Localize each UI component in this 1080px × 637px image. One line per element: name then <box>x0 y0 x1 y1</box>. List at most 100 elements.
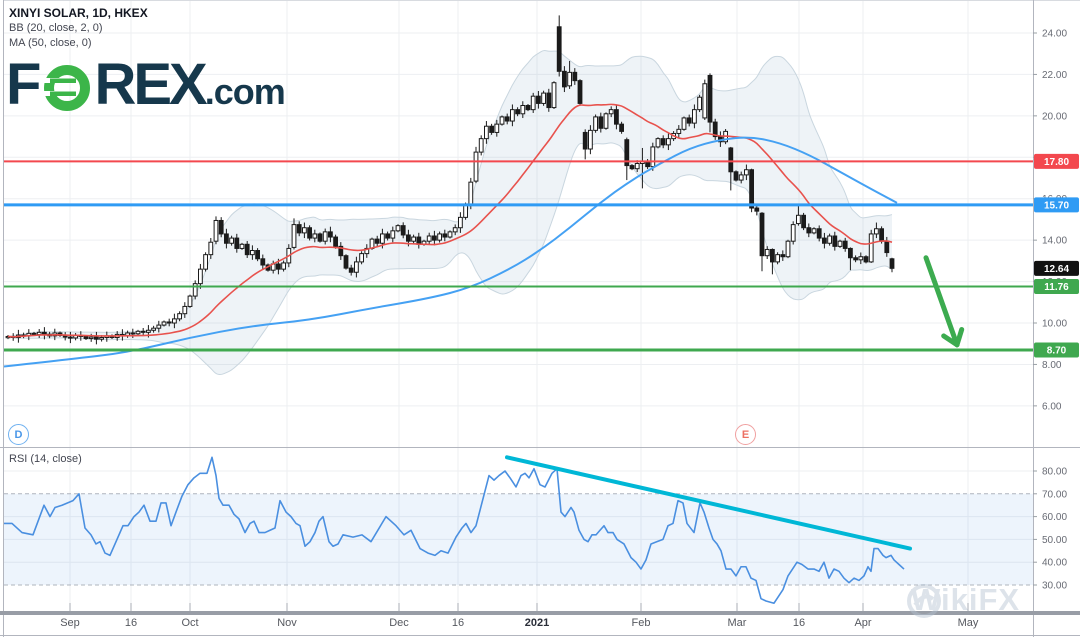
candle-body <box>416 236 422 245</box>
candle-body <box>244 243 250 256</box>
candle-body <box>281 262 287 270</box>
down-arrow-drawing[interactable] <box>923 255 960 348</box>
time-tick-label[interactable]: 2021 <box>525 617 549 629</box>
candle-body <box>406 234 411 242</box>
candle-body <box>853 257 859 261</box>
rsi-tick-label: 40.00 <box>1042 558 1067 569</box>
candle-body <box>775 254 781 263</box>
candle-body <box>546 92 552 109</box>
time-tick-label[interactable]: 16 <box>793 617 805 629</box>
legend-ma-indicator[interactable]: MA (50, close, 0) <box>9 37 92 49</box>
legend-bb-indicator[interactable]: BB (20, close, 2, 0) <box>9 22 103 34</box>
candle-body <box>832 235 838 247</box>
level-badge-15.70 <box>1034 197 1079 213</box>
candle-body <box>177 313 182 320</box>
candle-body <box>744 169 749 176</box>
candle-body <box>151 327 156 331</box>
time-tick-label[interactable]: Mar <box>728 617 747 629</box>
candle-body <box>676 128 682 134</box>
candle-body <box>614 109 619 125</box>
candle-body <box>432 235 437 241</box>
candle-body <box>712 121 718 138</box>
candle-body <box>348 267 354 273</box>
chart-legend[interactable]: XINYI SOLAR, 1D, HKEX BB (20, close, 2, … <box>9 6 148 51</box>
candle-body <box>686 117 692 124</box>
candle-body <box>806 227 812 234</box>
candle-body <box>759 212 765 257</box>
candle-body <box>588 129 593 150</box>
candle-body <box>328 231 333 238</box>
candle-body <box>166 321 172 324</box>
candle-body <box>504 116 510 122</box>
candle-body <box>785 240 791 258</box>
candle-body <box>172 318 177 324</box>
candle-body <box>208 241 214 256</box>
candle-body <box>31 332 37 336</box>
symbol-title[interactable]: XINYI SOLAR, 1D, HKEX <box>9 6 148 20</box>
candle-body <box>473 151 479 182</box>
candle-body <box>556 26 562 72</box>
candle-body <box>697 96 703 111</box>
candle-body <box>536 95 541 104</box>
candle-body <box>681 117 687 130</box>
candle-body <box>312 233 318 239</box>
candle-body <box>634 163 640 170</box>
candle-body <box>182 305 188 315</box>
dividend-event-badge[interactable]: D <box>8 424 29 445</box>
candle-body <box>374 238 380 244</box>
time-tick-label[interactable]: May <box>958 617 979 629</box>
candle-body <box>354 261 359 273</box>
candle-body <box>146 329 151 333</box>
candle-body <box>801 214 807 229</box>
time-tick-label[interactable]: Sep <box>60 617 80 629</box>
time-tick-label[interactable]: Feb <box>632 617 651 629</box>
level-badge-15.70-label: 15.70 <box>1044 200 1069 211</box>
time-tick-label[interactable]: 16 <box>452 617 464 629</box>
rsi-tick-label: 60.00 <box>1042 512 1067 523</box>
candle-body <box>525 105 531 111</box>
candle-body <box>83 335 89 340</box>
bollinger-lower-line <box>7 142 893 375</box>
rsi-trendline-drawing[interactable] <box>505 455 912 551</box>
candle-body <box>738 174 744 181</box>
candle-body <box>359 253 365 263</box>
candle-body <box>213 219 219 242</box>
candle-body <box>484 125 489 140</box>
candle-body <box>198 268 203 285</box>
price-tick-label: 8.00 <box>1042 360 1062 371</box>
candle-body <box>385 233 391 239</box>
candle-body <box>530 95 536 111</box>
time-tick-label[interactable]: Nov <box>277 617 297 629</box>
candle-body <box>842 240 848 249</box>
time-tick-label[interactable]: Apr <box>854 617 871 629</box>
earnings-event-badge[interactable]: E <box>735 424 756 445</box>
candle-body <box>234 237 240 249</box>
candle-body <box>88 336 94 340</box>
rsi-legend[interactable]: RSI (14, close) <box>9 453 82 465</box>
candle-body <box>650 146 656 168</box>
candle-body <box>858 256 864 261</box>
candle-body <box>749 169 755 209</box>
candle-body <box>130 332 136 335</box>
candle-body <box>868 233 874 263</box>
candle-body <box>567 71 573 87</box>
candle-body <box>229 237 234 244</box>
candle-body <box>499 116 505 125</box>
price-tick-label: 10.00 <box>1042 319 1067 330</box>
time-tick-label[interactable]: Oct <box>181 617 198 629</box>
down-arrow-head <box>941 333 960 348</box>
candle-body <box>364 247 370 255</box>
price-tick-label: 22.00 <box>1042 70 1067 81</box>
candle-body <box>322 231 328 242</box>
time-tick-label[interactable]: Dec <box>389 617 409 629</box>
timeaxis-divider[interactable] <box>0 611 1080 615</box>
candle-body <box>754 207 760 212</box>
candle-body <box>437 233 443 241</box>
time-tick-label[interactable]: 16 <box>125 617 137 629</box>
earnings-badge-label: E <box>741 428 750 441</box>
candle-body <box>187 295 193 307</box>
candle-body <box>780 254 786 258</box>
dividend-badge-label: D <box>14 428 23 441</box>
candle-body <box>333 236 339 247</box>
